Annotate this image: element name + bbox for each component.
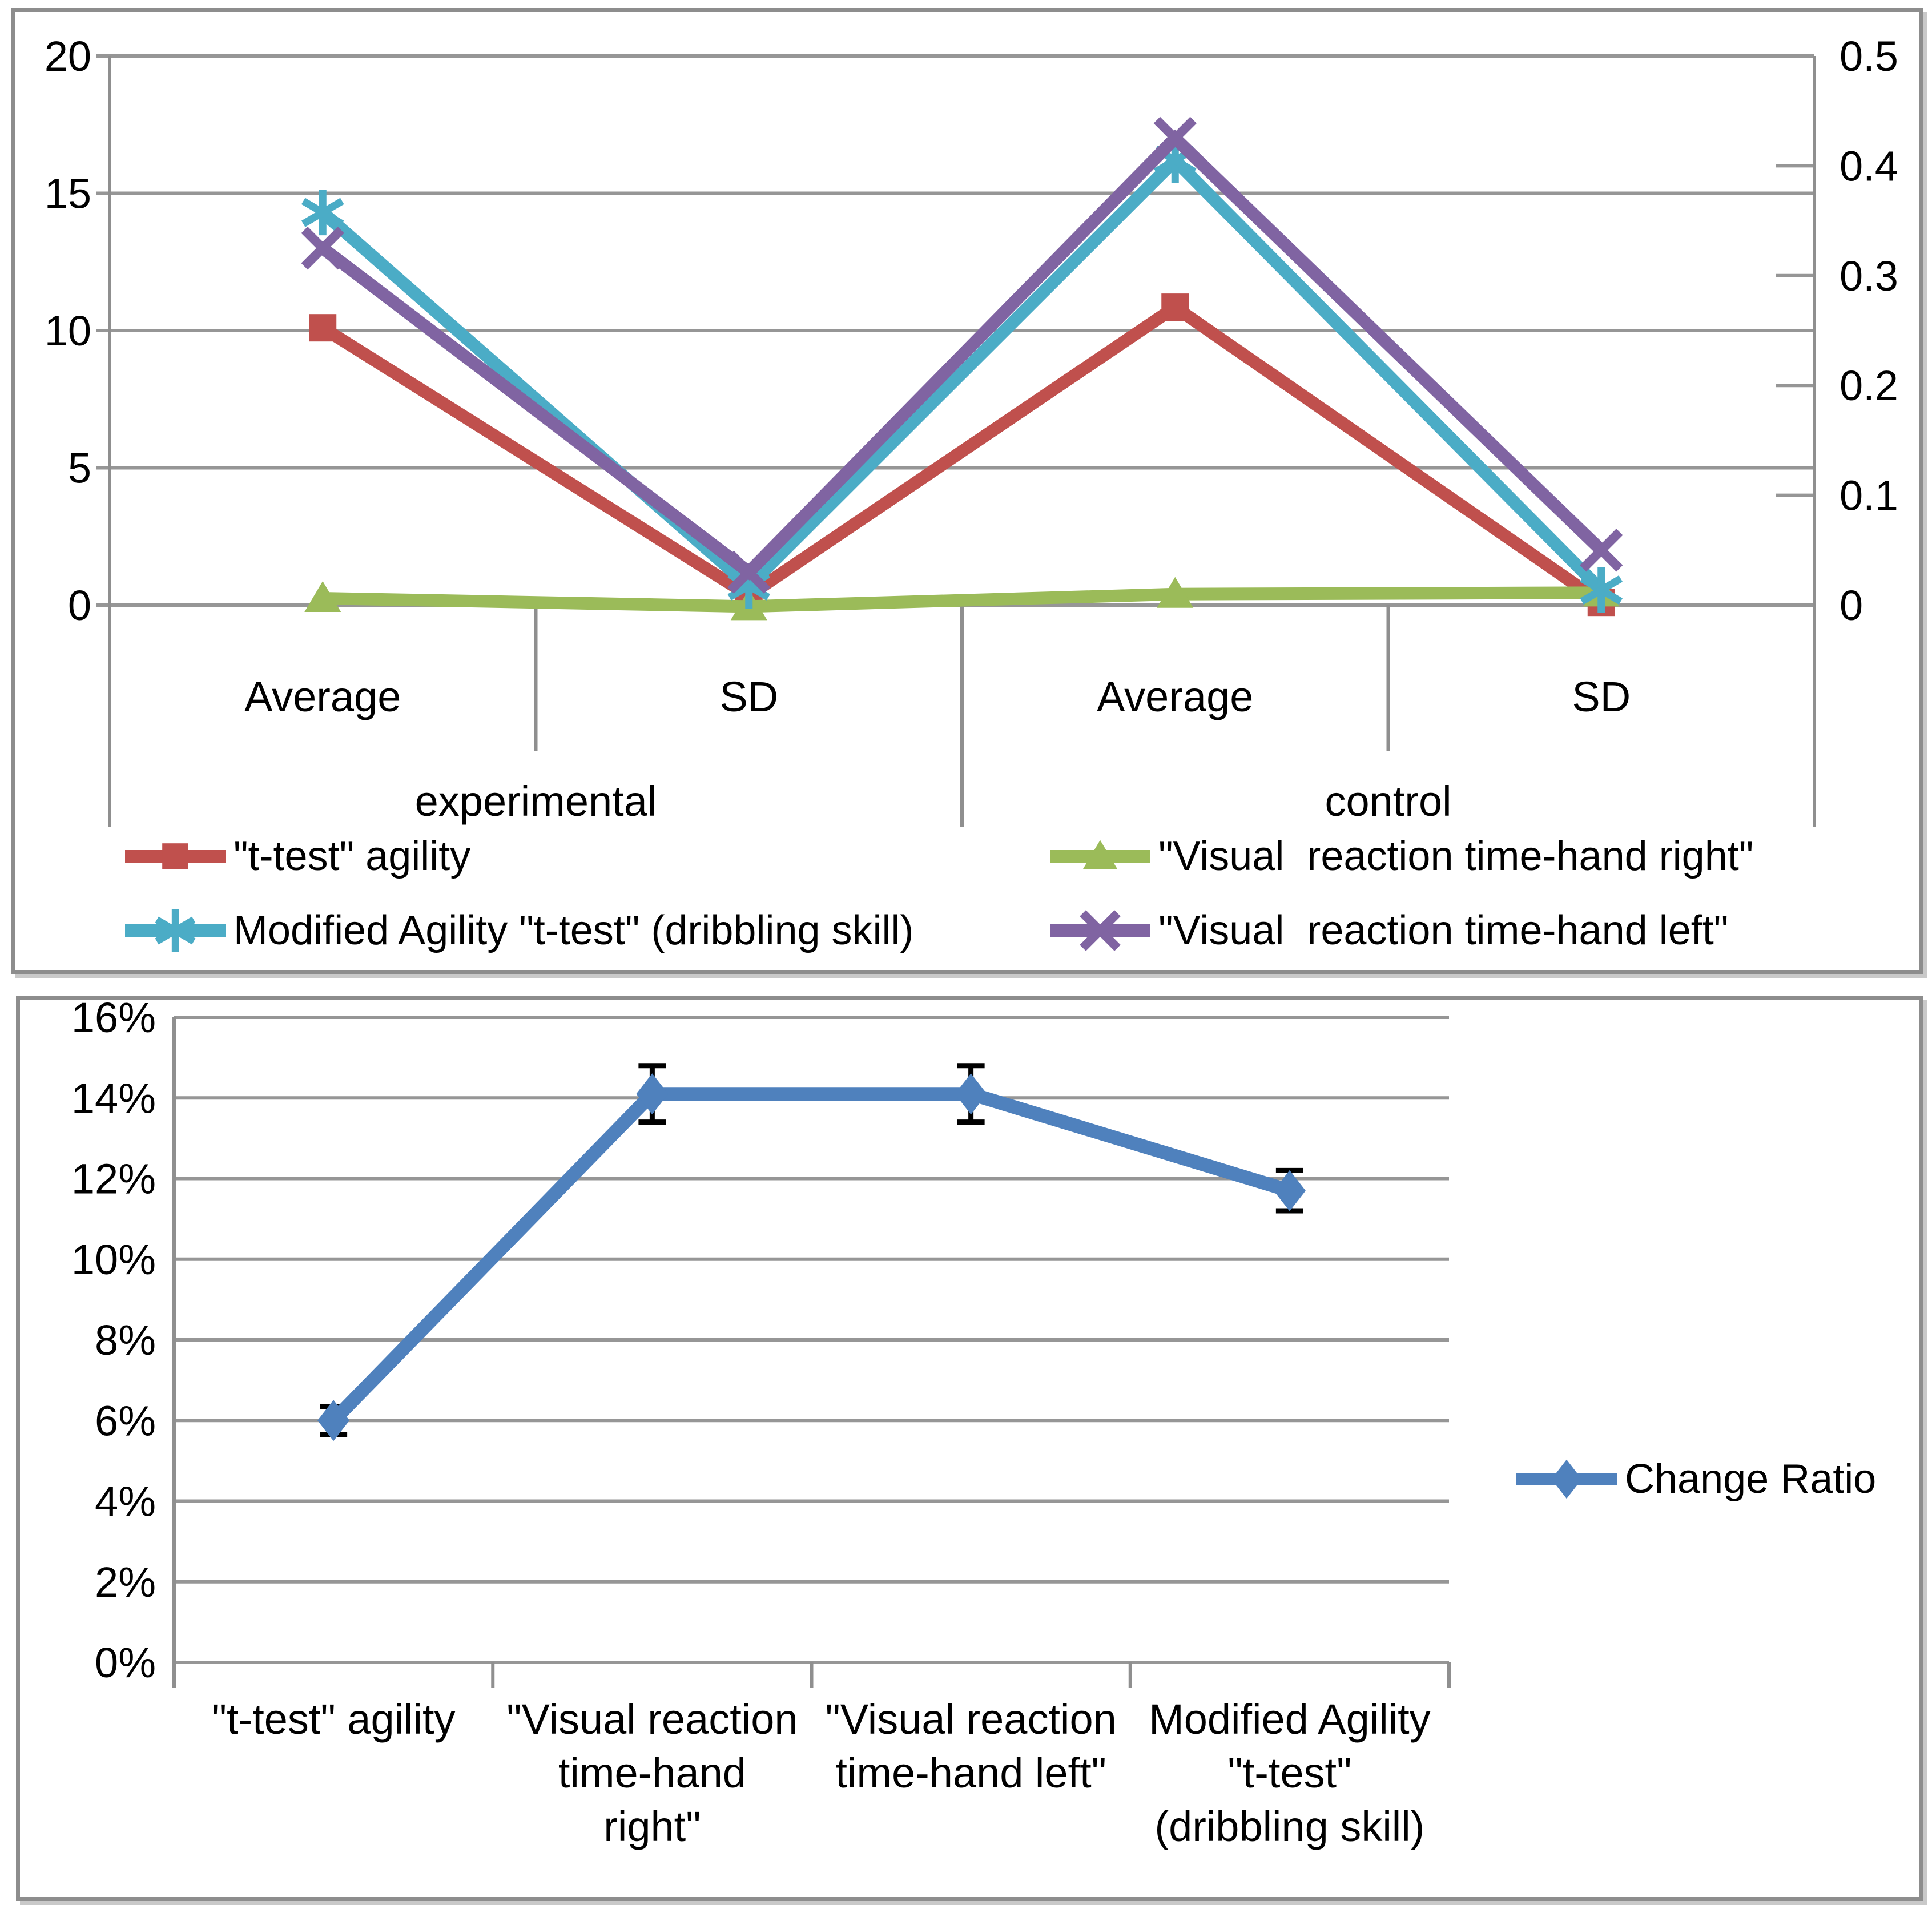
asterisk-marker-icon: [155, 916, 196, 945]
category-label: Average: [1097, 673, 1253, 720]
category-label: Modified Agility: [1149, 1695, 1431, 1743]
top-chart-canvas: 20 15 10 5 0 0.5 0.4 0.3 0.2 0.1 0 Average SD Average…: [45, 33, 1898, 827]
category-label: (dribbling skill): [1154, 1803, 1424, 1850]
series-line: [319, 299, 1605, 608]
x-marker-icon: [1050, 910, 1150, 951]
category-label: SD: [1572, 673, 1631, 720]
asterisk-marker-icon: [301, 198, 344, 227]
primary-y-tick-label: 15: [45, 170, 91, 218]
series-line: [319, 151, 1606, 595]
diamond-marker-icon: [1273, 1170, 1306, 1211]
x-marker-icon: [1153, 116, 1197, 160]
triangle-marker-icon: [1050, 840, 1150, 869]
asterisk-marker-icon: [1580, 575, 1623, 605]
legend-item-t-test-agility: "t-test" agility: [124, 829, 470, 884]
secondary-y-tick-label: 0.4: [1840, 142, 1898, 190]
square-marker-icon: [125, 843, 226, 869]
legend-label: "t-test" agility: [234, 833, 471, 879]
square-marker-icon: [309, 314, 337, 342]
secondary-y-tick-label: 0: [1840, 582, 1863, 629]
series-t-test-agility: [309, 293, 1615, 617]
y-axis-tick-label: 14%: [71, 1074, 156, 1122]
legend-item-visual-reaction-right: "Visual reaction time-hand right": [1049, 829, 1753, 884]
category-label: "t-test" agility: [212, 1695, 456, 1743]
y-axis-tick-label: 12%: [71, 1155, 156, 1203]
category-label: right": [603, 1803, 701, 1850]
legend-label: Modified Agility "t-test" (dribbling ski…: [234, 908, 914, 953]
square-marker-icon: [1161, 293, 1189, 321]
category-label: time-hand: [558, 1749, 746, 1797]
series-line: [319, 129, 1606, 581]
legend-label: "Visual reaction time-hand right": [1158, 833, 1754, 879]
series-line: [323, 586, 1601, 613]
triangle-marker-icon: [1157, 577, 1194, 608]
category-label: "t-test": [1227, 1749, 1351, 1797]
category-label: "Visual reaction: [506, 1695, 798, 1743]
diamond-marker-icon: [1551, 1459, 1582, 1499]
series-change-ratio: [317, 1063, 1306, 1441]
x-marker-icon: [727, 550, 771, 594]
x-marker-icon: [301, 227, 344, 270]
series-visual-reaction-time-hand-left: [301, 116, 1623, 594]
legend-label: "Visual reaction time-hand left": [1158, 908, 1729, 953]
primary-y-tick-label: 5: [68, 445, 91, 492]
triangle-marker-icon: [304, 581, 341, 612]
triangle-marker-icon: [1082, 840, 1118, 869]
x-marker-icon: [1080, 910, 1121, 951]
y-axis-tick-label: 16%: [71, 1000, 156, 1041]
legend-item-modified-agility: Modified Agility "t-test" (dribbling ski…: [124, 903, 914, 958]
diamond-marker-icon: [1516, 1459, 1617, 1499]
y-axis-tick-label: 10%: [71, 1236, 156, 1283]
secondary-y-tick-label: 0.3: [1840, 252, 1898, 300]
y-axis-tick-label: 0%: [95, 1639, 156, 1686]
top-chart-panel: 20 15 10 5 0 0.5 0.4 0.3 0.2 0.1 0 Average SD Average…: [11, 8, 1923, 974]
y-axis-tick-label: 2%: [95, 1558, 156, 1606]
legend-item-visual-reaction-left: "Visual reaction time-hand left": [1049, 903, 1728, 958]
bottom-chart-canvas: 16% 14% 12% 10% 8% 6% 4% 2% 0% "t-test" agility "V…: [71, 1000, 1451, 1850]
secondary-y-tick-label: 0.2: [1840, 362, 1898, 409]
secondary-y-tick-label: 0.1: [1840, 472, 1898, 519]
category-label: time-hand left": [835, 1749, 1106, 1797]
primary-y-tick-label: 20: [45, 33, 91, 80]
y-axis-tick-label: 8%: [95, 1316, 156, 1364]
series-line: [328, 1087, 1292, 1425]
category-label: "Visual reaction: [825, 1695, 1116, 1743]
square-marker-icon: [162, 843, 188, 869]
diamond-marker-icon: [317, 1400, 350, 1441]
asterisk-marker-icon: [727, 571, 771, 601]
category-group-label: control: [1325, 778, 1451, 825]
asterisk-marker-icon: [125, 909, 226, 952]
category-label: SD: [719, 673, 778, 720]
diamond-marker-icon: [955, 1073, 987, 1115]
category-label: Average: [244, 673, 401, 720]
x-marker-icon: [1580, 529, 1623, 572]
diamond-marker-icon: [636, 1073, 669, 1115]
legend-label: Change Ratio: [1625, 1456, 1877, 1502]
primary-y-tick-label: 10: [45, 307, 91, 355]
secondary-y-tick-label: 0.5: [1840, 33, 1898, 80]
bottom-chart-panel: 16% 14% 12% 10% 8% 6% 4% 2% 0% "t-test" agility "V…: [16, 996, 1923, 1901]
y-axis-tick-label: 6%: [95, 1397, 156, 1444]
primary-y-tick-label: 0: [68, 582, 91, 629]
y-axis-tick-label: 4%: [95, 1478, 156, 1525]
legend-item-change-ratio: Change Ratio: [1515, 1452, 1876, 1507]
category-group-label: experimental: [415, 778, 657, 825]
